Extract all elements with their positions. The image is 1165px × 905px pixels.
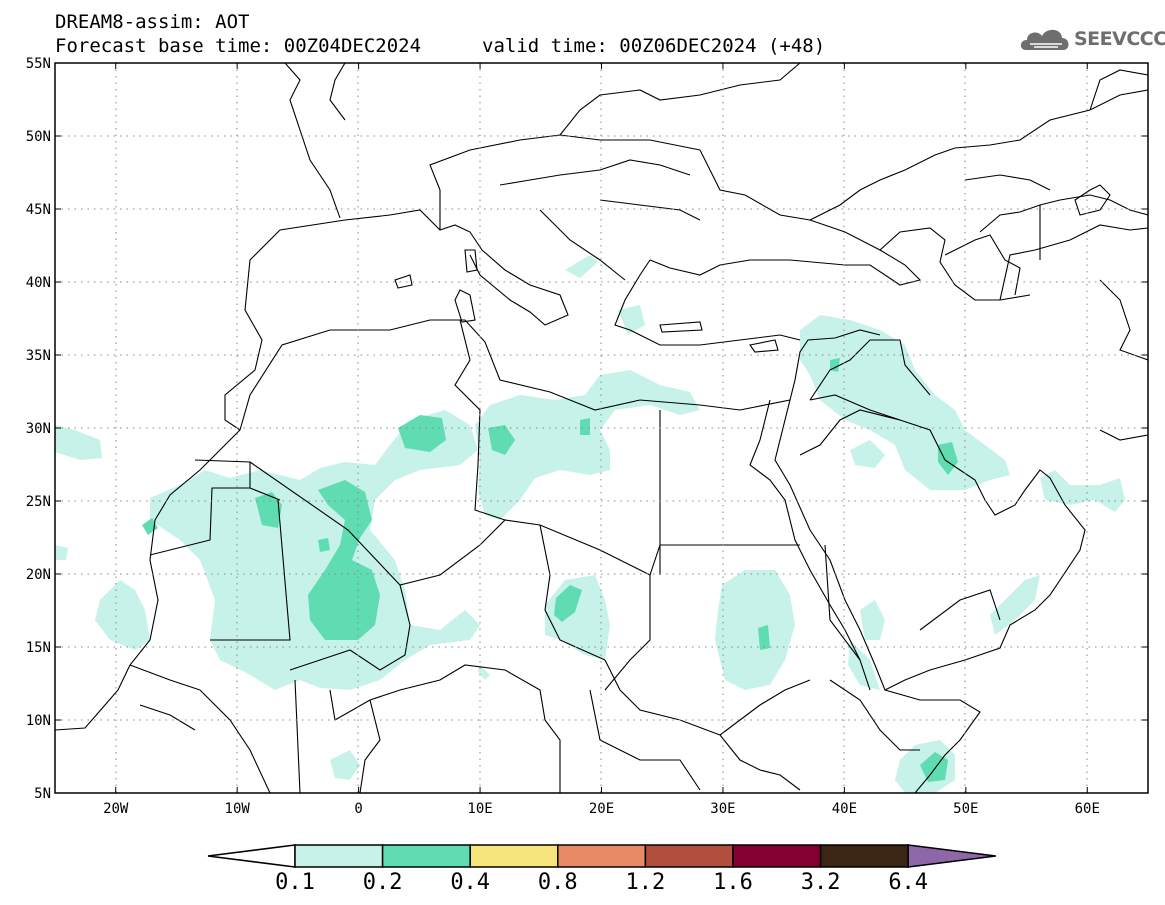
longitude-axis: 20W 10W 0 10E 20E 30E 40E 50E 60E bbox=[103, 63, 1100, 817]
lat-tick-label: 10N bbox=[26, 713, 51, 729]
lon-tick-label: 10W bbox=[225, 801, 251, 817]
colorbar-level-label: 6.4 bbox=[888, 870, 928, 895]
lat-tick-label: 25N bbox=[26, 494, 51, 510]
lat-tick-label: 50N bbox=[26, 129, 51, 145]
lat-tick-label: 20N bbox=[26, 567, 51, 583]
lat-tick-label: 45N bbox=[26, 202, 51, 218]
colorbar-level-label: 0.8 bbox=[538, 870, 578, 895]
aot-level-0-2 bbox=[142, 358, 958, 782]
colorbar-level-label: 0.4 bbox=[450, 870, 490, 895]
colorbar-segment bbox=[732, 844, 822, 868]
colorbar-level-label: 1.6 bbox=[713, 870, 753, 895]
lat-tick-label: 5N bbox=[34, 786, 51, 802]
colorbar: 0.1 0.2 0.4 0.8 1.2 1.6 3.2 6.4 bbox=[207, 844, 996, 895]
lon-tick-label: 20E bbox=[589, 801, 614, 817]
colorbar-high-arrow bbox=[907, 844, 996, 868]
colorbar-segment bbox=[294, 844, 384, 868]
aot-level-0-1 bbox=[55, 255, 1125, 793]
valid-time: valid time: 00Z06DEC2024 (+48) bbox=[482, 35, 826, 57]
lat-tick-label: 15N bbox=[26, 640, 51, 656]
colorbar-low-arrow bbox=[207, 844, 296, 868]
lon-tick-label: 40E bbox=[832, 801, 857, 817]
cloud-icon bbox=[1020, 29, 1069, 50]
lat-tick-label: 55N bbox=[26, 56, 51, 72]
lon-tick-label: 10E bbox=[467, 801, 492, 817]
colorbar-level-label: 1.2 bbox=[626, 870, 666, 895]
lat-lon-grid bbox=[55, 63, 1148, 793]
colorbar-segment bbox=[381, 844, 471, 868]
lon-tick-label: 60E bbox=[1075, 801, 1100, 817]
map-title: DREAM8-assim: AOT bbox=[55, 11, 250, 33]
lon-tick-label: 30E bbox=[710, 801, 735, 817]
colorbar-level-label: 0.2 bbox=[363, 870, 403, 895]
aot-contours bbox=[55, 255, 1125, 793]
colorbar-segment bbox=[557, 844, 647, 868]
lon-tick-label: 20W bbox=[103, 801, 129, 817]
lon-tick-label: 50E bbox=[953, 801, 978, 817]
colorbar-segment bbox=[469, 844, 559, 868]
lon-tick-label: 0 bbox=[354, 801, 362, 817]
colorbar-segment bbox=[644, 844, 734, 868]
colorbar-level-label: 0.1 bbox=[275, 870, 315, 895]
colorbar-level-label: 3.2 bbox=[801, 870, 841, 895]
logo-text: SEEVCCC bbox=[1074, 28, 1165, 50]
latitude-axis: 5N 10N 15N 20N 25N 30N 35N 40N 45N 50N 55N bbox=[26, 56, 1148, 802]
forecast-base-time: Forecast base time: 00Z04DEC2024 bbox=[55, 35, 422, 57]
seevccc-logo: SEEVCCC bbox=[1018, 22, 1165, 56]
colorbar-segment bbox=[819, 844, 909, 868]
lat-tick-label: 40N bbox=[26, 275, 51, 291]
lat-tick-label: 30N bbox=[26, 421, 51, 437]
lat-tick-label: 35N bbox=[26, 348, 51, 364]
